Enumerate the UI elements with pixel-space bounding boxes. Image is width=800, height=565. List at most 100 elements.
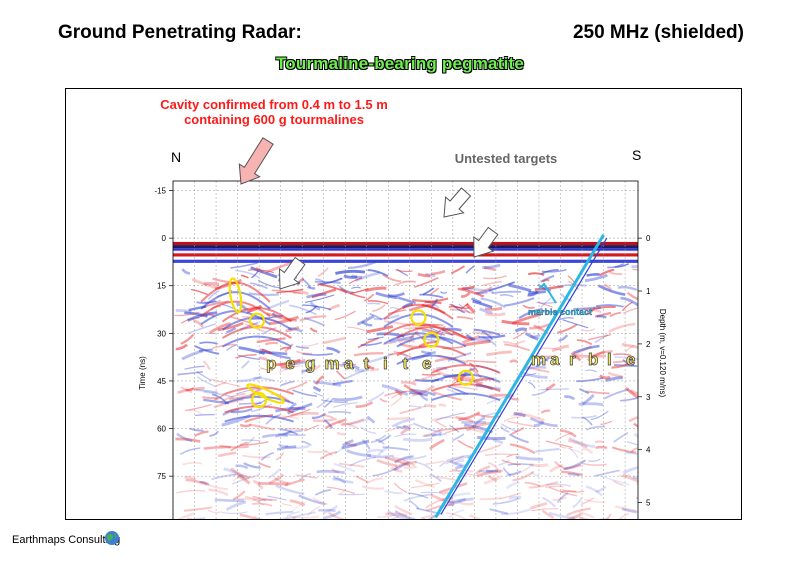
reflection-stroke — [418, 340, 438, 348]
reflection-stroke — [581, 328, 596, 332]
reflection-stroke — [182, 461, 203, 466]
reflection-stroke — [314, 280, 341, 284]
reflection-stroke — [363, 361, 375, 370]
reflection-stroke — [319, 451, 338, 460]
reflection-stroke — [615, 505, 638, 513]
reflection-stroke — [285, 325, 300, 333]
reflection-stroke — [307, 450, 328, 454]
reflection-stroke — [301, 364, 317, 374]
reflection-stroke — [269, 315, 300, 326]
reflection-stroke — [607, 263, 625, 269]
reflection-stroke — [425, 460, 445, 466]
reflection-stroke — [416, 507, 443, 516]
reflection-stroke — [448, 492, 471, 499]
reflection-stroke — [292, 290, 310, 296]
reflection-stroke — [318, 508, 336, 512]
reflection-stroke — [342, 361, 360, 371]
antenna-frequency-label: 250 MHz (shielded) — [572, 22, 744, 43]
reflection-stroke — [500, 423, 518, 433]
reflection-stroke — [238, 402, 262, 405]
reflection-stroke — [187, 323, 216, 335]
reflection-stroke — [367, 391, 385, 403]
reflection-stroke — [251, 502, 273, 507]
reflection-stroke — [603, 388, 630, 400]
reflection-stroke — [448, 497, 467, 507]
reflection-stroke — [509, 443, 536, 455]
reflection-stroke — [600, 420, 612, 425]
reflection-stroke — [393, 461, 410, 472]
surface-reflection-band — [173, 241, 638, 246]
reflection-stroke — [420, 350, 436, 355]
reflection-stroke — [308, 364, 322, 373]
reflection-stroke — [277, 516, 289, 519]
reflection-stroke — [613, 364, 638, 368]
reflection-stroke — [413, 277, 439, 288]
reflection-stroke — [331, 468, 340, 474]
reflection-stroke — [549, 464, 564, 473]
reflection-stroke — [303, 316, 326, 327]
reflection-stroke — [425, 499, 444, 509]
reflection-stroke — [562, 319, 589, 329]
marble-contact-pointer-head — [538, 282, 549, 292]
surface-reflection-band — [173, 253, 638, 257]
reflection-stroke — [542, 496, 556, 508]
reflection-stroke — [266, 312, 297, 322]
reflection-stroke — [366, 325, 394, 334]
reflection-stroke — [463, 339, 491, 347]
reflection-stroke — [399, 427, 411, 435]
reflection-stroke — [190, 288, 208, 296]
reflection-stroke — [349, 456, 376, 467]
reflection-stroke — [230, 467, 250, 480]
diffraction-hyperbola — [221, 316, 292, 331]
reflection-stroke — [588, 333, 612, 341]
reflection-stroke — [623, 307, 638, 314]
reflection-stroke — [457, 500, 475, 506]
reflection-stroke — [388, 309, 407, 315]
reflection-stroke — [548, 511, 575, 519]
surface-reflection-band — [173, 250, 638, 254]
reflection-stroke — [603, 284, 613, 291]
reflection-stroke — [367, 269, 389, 277]
reflection-stroke — [265, 510, 294, 516]
reflection-stroke — [560, 470, 583, 477]
reflection-stroke — [578, 402, 604, 406]
reflection-stroke — [327, 511, 346, 519]
reflection-stroke — [449, 459, 463, 467]
pegmatite-label-letter: e — [286, 354, 295, 373]
reflection-stroke — [503, 416, 521, 423]
reflection-stroke — [390, 396, 403, 407]
reflection-stroke — [507, 420, 535, 428]
reflection-stroke — [253, 515, 264, 519]
target-arrow — [278, 256, 306, 290]
marble-contact-reflector — [440, 237, 608, 515]
reflection-stroke — [366, 415, 376, 424]
reflection-stroke — [438, 427, 467, 432]
reflection-stroke — [453, 377, 483, 386]
reflection-stroke — [567, 472, 580, 477]
reflection-stroke — [369, 312, 383, 321]
reflection-stroke — [355, 475, 369, 484]
reflection-stroke — [207, 290, 220, 300]
reflection-stroke — [631, 265, 638, 269]
reflection-stroke — [344, 441, 357, 447]
reflection-stroke — [348, 418, 370, 426]
reflection-stroke — [343, 274, 358, 279]
reflection-stroke — [455, 416, 474, 423]
reflection-stroke — [430, 416, 456, 422]
reflection-stroke — [252, 495, 277, 501]
cavity-annotation: containing 600 g tourmalines — [184, 112, 364, 127]
reflection-stroke — [487, 474, 498, 482]
south-label: S — [632, 147, 641, 163]
reflection-stroke — [350, 274, 363, 279]
reflection-stroke — [261, 433, 288, 439]
reflection-stroke — [313, 391, 324, 397]
reflection-stroke — [336, 431, 346, 436]
reflection-stroke — [484, 453, 513, 457]
reflection-stroke — [614, 356, 638, 361]
reflection-stroke — [531, 471, 539, 476]
reflection-stroke — [264, 341, 279, 346]
reflection-stroke — [376, 458, 398, 468]
cavity-annotation: Cavity confirmed from 0.4 m to 1.5 m — [160, 97, 388, 112]
reflection-stroke — [268, 468, 282, 479]
cavity-arrow — [238, 137, 274, 185]
